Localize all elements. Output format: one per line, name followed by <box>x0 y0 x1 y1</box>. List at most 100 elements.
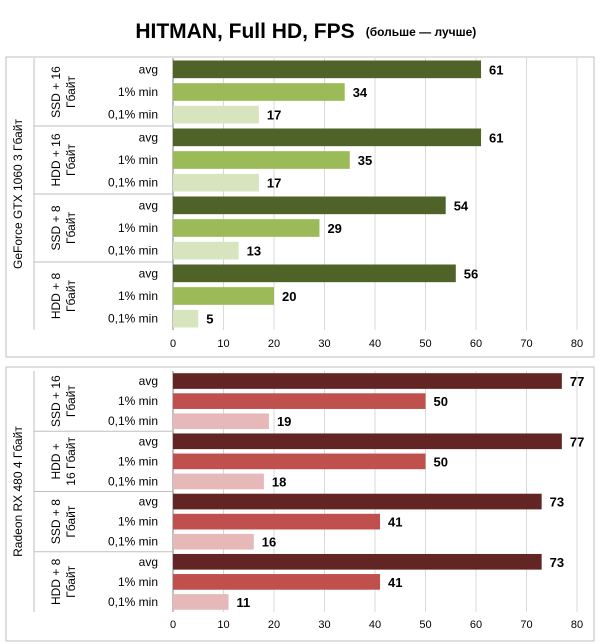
bar-category-label: 1% min <box>118 153 158 167</box>
bar-value-label: 77 <box>570 374 584 389</box>
bar <box>173 553 542 570</box>
bar <box>173 513 381 530</box>
bar-value-label: 20 <box>282 289 296 304</box>
subgroup-label-line: Гбайт <box>64 144 78 176</box>
bar <box>173 473 264 490</box>
chart-title: HITMAN, Full HD, FPS <box>135 20 354 43</box>
bar <box>173 151 350 169</box>
bar <box>173 309 199 328</box>
bar-category-label: 1% min <box>118 575 158 589</box>
bar-category-label: avg <box>139 266 158 280</box>
bar-category-label: 1% min <box>118 85 158 99</box>
subgroup-label-line: SSD + 8 <box>49 205 63 250</box>
x-tick-label: 20 <box>268 338 280 350</box>
bar-value-label: 35 <box>358 153 372 168</box>
bar-category-label: avg <box>139 130 158 144</box>
x-tick-label: 70 <box>520 619 532 631</box>
subgroup-label: HDD + 8Гбайт <box>49 558 78 605</box>
chart-subtitle: (больше — лучше) <box>366 25 477 39</box>
bar <box>173 393 426 409</box>
x-tick-label: 0 <box>170 619 176 631</box>
panel-border <box>5 366 595 642</box>
bar-category-label: avg <box>139 374 158 388</box>
subgroup-label: HDD +16 Гбайт <box>49 437 78 486</box>
bar-category-label: 0,1% min <box>108 108 158 122</box>
x-tick-label: 50 <box>419 619 431 631</box>
bar-value-label: 17 <box>267 176 281 191</box>
bar <box>173 413 269 430</box>
x-tick-label: 10 <box>217 619 229 631</box>
bar <box>173 574 381 590</box>
bar-category-label: avg <box>139 62 158 76</box>
bar-value-label: 17 <box>267 108 281 123</box>
bar-category-label: 0,1% min <box>108 244 158 258</box>
bar-category-label: 0,1% min <box>108 176 158 190</box>
bar <box>173 373 562 389</box>
bar-category-label: 0,1% min <box>108 312 158 326</box>
x-tick-label: 60 <box>470 619 482 631</box>
bar-value-label: 11 <box>237 595 251 610</box>
bar-value-label: 41 <box>388 575 402 590</box>
bar-category-label: 1% min <box>118 394 158 408</box>
subgroup-label-line: 16 Гбайт <box>64 437 78 486</box>
group-label: GeForce GTX 1060 3 Гбайт <box>11 118 25 269</box>
bar <box>173 83 345 101</box>
subgroup-label-line: SSD + 16 <box>49 66 63 118</box>
x-tick-label: 70 <box>520 338 532 350</box>
subgroup-label-line: Гбайт <box>64 565 78 597</box>
bar <box>173 264 456 283</box>
chart-panel-2: 0 10 20 30 40 50 60 70 80 Radeon RX 480 4 Гбайт SS… <box>5 366 595 642</box>
bar-value-label: 61 <box>489 130 503 145</box>
bar-value-label: 73 <box>550 495 564 510</box>
bar <box>173 173 259 192</box>
bar-category-label: 1% min <box>118 454 158 468</box>
bar-value-label: 29 <box>327 221 341 236</box>
subgroup-label: SSD + 16Гбайт <box>49 66 78 118</box>
x-tick-label: 40 <box>369 619 381 631</box>
bar <box>173 594 229 610</box>
bar <box>173 493 542 510</box>
bar-value-label: 54 <box>454 198 469 213</box>
subgroup-label-line: SSD + 8 <box>49 499 63 544</box>
bar-category-label: avg <box>139 198 158 212</box>
bar <box>173 105 259 124</box>
subgroup-label-line: SSD + 16 <box>49 375 63 427</box>
bar <box>173 128 482 147</box>
chart-panel-1: 0 10 20 30 40 50 60 70 80 GeForce GTX 1060 3 Гбай… <box>5 56 595 358</box>
subgroup-label-line: HDD + 16 <box>49 133 63 186</box>
bar-value-label: 34 <box>353 85 368 100</box>
subgroup-label-line: HDD + 8 <box>49 273 63 320</box>
bar <box>173 241 239 260</box>
bar-value-label: 77 <box>570 434 584 449</box>
bar-category-label: 0,1% min <box>108 474 158 488</box>
bar <box>173 219 320 237</box>
subgroup-label: HDD + 8Гбайт <box>49 273 78 320</box>
subgroup-label-line: Гбайт <box>64 76 78 108</box>
bar-value-label: 56 <box>464 266 478 281</box>
x-tick-label: 50 <box>419 338 431 350</box>
bar-category-label: 0,1% min <box>108 595 158 609</box>
x-tick-label: 0 <box>170 338 176 350</box>
bar-value-label: 5 <box>206 312 213 327</box>
bar-value-label: 41 <box>388 515 402 530</box>
subgroup-label: SSD + 16Гбайт <box>49 375 78 427</box>
bar <box>173 196 446 215</box>
subgroup-label: HDD + 16Гбайт <box>49 133 78 186</box>
bar-value-label: 61 <box>489 62 503 77</box>
bar-category-label: 0,1% min <box>108 535 158 549</box>
subgroup-label: SSD + 8Гбайт <box>49 205 78 250</box>
bar <box>173 433 562 450</box>
bar <box>173 287 274 305</box>
bar <box>173 453 426 470</box>
bar-category-label: avg <box>139 555 158 569</box>
bar-value-label: 50 <box>434 454 448 469</box>
subgroup-label-line: Гбайт <box>64 505 78 537</box>
x-tick-label: 10 <box>217 338 229 350</box>
bar-category-label: 1% min <box>118 515 158 529</box>
bar <box>173 60 482 79</box>
group-label: Radeon RX 480 4 Гбайт <box>11 426 25 557</box>
bar-value-label: 19 <box>277 414 291 429</box>
bar-value-label: 73 <box>550 555 564 570</box>
